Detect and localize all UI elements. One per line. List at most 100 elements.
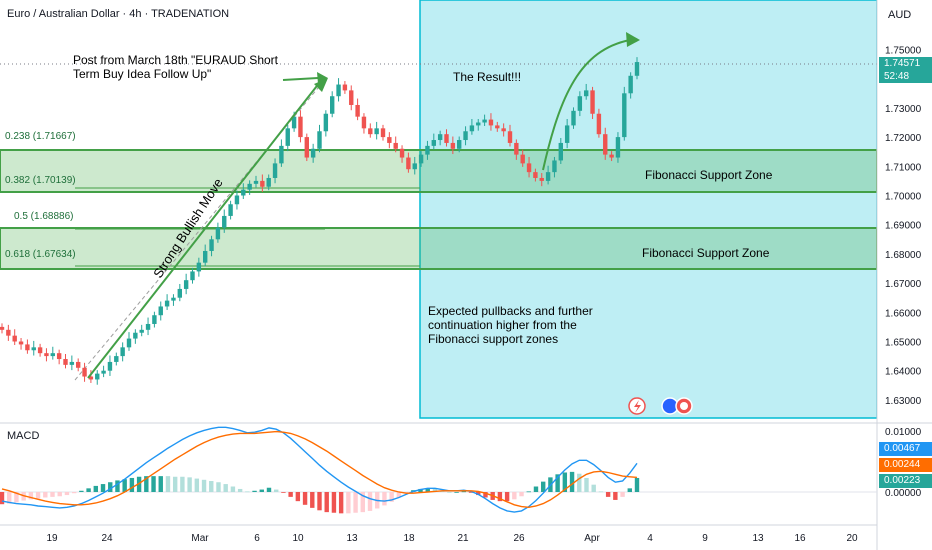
fib-label-0618: 0.618 (1.67634) [5, 249, 76, 260]
macd-tick-label: 0.00000 [885, 488, 922, 499]
candle-body [463, 131, 468, 141]
candle-body [101, 370, 106, 374]
last-price-tag: 1.74571 52:48 [879, 57, 932, 83]
time-axis[interactable]: 19 24 Mar 6 10 13 18 21 26 Apr 4 9 13 16 20 [46, 533, 858, 544]
histogram-bar [151, 476, 156, 492]
price-tick-label: 1.66000 [885, 308, 922, 319]
candle-body [520, 154, 525, 164]
signal-tag: 0.00244 [879, 458, 932, 472]
histogram-bar [317, 492, 322, 511]
macd-line [1, 426, 638, 513]
histogram-bar [454, 492, 459, 493]
candle-body [482, 119, 487, 123]
events-icon[interactable] [661, 397, 693, 415]
candle-body [145, 323, 151, 330]
macd-tick-label: 0.01000 [885, 427, 922, 438]
histogram-bar [353, 492, 358, 513]
candle-body [291, 116, 297, 129]
result-arrow-head [626, 32, 640, 47]
histogram-bar [613, 492, 618, 500]
fib-label-0238: 0.238 (1.71667) [5, 131, 76, 142]
price-tick-label: 1.70000 [885, 192, 922, 203]
candle-body [260, 180, 265, 187]
candle-body [387, 137, 392, 143]
histogram-bar [274, 489, 279, 492]
histogram-bar [382, 492, 387, 506]
histogram-bar [468, 492, 474, 493]
candle-body [584, 90, 589, 97]
histogram-bar [367, 492, 373, 511]
candle-body [558, 142, 563, 161]
candle-body [526, 163, 532, 173]
time-tick-label: Apr [584, 533, 600, 544]
expected-note: Expected pullbacks and further continuat… [428, 304, 593, 346]
candle-body [450, 142, 456, 149]
candle-body [114, 356, 119, 362]
candle-body [253, 180, 259, 184]
histogram-bar [476, 492, 481, 496]
histogram-bar [540, 481, 546, 492]
candle-body [539, 177, 544, 181]
candle-body [183, 280, 189, 289]
time-tick-label: 6 [254, 533, 260, 544]
candle-body [272, 163, 278, 178]
time-tick-label: 20 [846, 533, 858, 544]
candle-body [349, 90, 354, 105]
candle-body [164, 300, 170, 307]
flash-icon[interactable] [628, 397, 646, 415]
candle-body [203, 250, 208, 263]
result-label: The Result!!! [453, 70, 522, 84]
candle-body [399, 148, 405, 158]
candle-body [393, 142, 398, 149]
candle-body [31, 347, 36, 351]
price-tick-label: 1.71000 [885, 162, 922, 173]
histogram-bar [266, 487, 272, 492]
histogram-bar [533, 486, 539, 492]
histogram-bar [396, 492, 402, 498]
candle-body [615, 137, 621, 158]
candle-body [507, 131, 513, 143]
histogram-bar [461, 491, 467, 493]
histogram-bar [28, 492, 34, 500]
histogram-bar [237, 488, 243, 492]
candle-body [342, 84, 348, 91]
histogram-bar [295, 492, 301, 502]
candle-body [317, 131, 322, 149]
candle-body [222, 215, 227, 228]
candle-body [0, 326, 5, 330]
candle-body [76, 361, 81, 368]
candle-body [139, 329, 144, 333]
prior-arrow-head [317, 72, 328, 84]
countdown-value: 52:48 [884, 71, 910, 82]
candle-body [330, 96, 335, 114]
histogram-bar [519, 492, 524, 497]
currency-label: AUD [888, 9, 912, 21]
candle-body [628, 75, 633, 94]
candle-body [190, 271, 195, 281]
histogram-bar [569, 471, 575, 492]
histogram-bar [129, 477, 135, 492]
histogram-bar [281, 492, 286, 493]
histogram-bar [598, 491, 604, 493]
candle-body [247, 183, 252, 190]
time-tick-label: 18 [403, 533, 415, 544]
histogram-bar [483, 492, 488, 498]
candle-body [69, 361, 75, 365]
time-tick-label: 16 [794, 533, 806, 544]
histogram-bar [288, 492, 293, 497]
candle-body [412, 163, 417, 170]
candle-body [209, 239, 214, 251]
price-tick-label: 1.68000 [885, 250, 922, 261]
chart-title: Euro / Australian Dollar · 4h · TRADENAT… [7, 8, 230, 20]
zone-label-lower: Fibonacci Support Zone [642, 246, 770, 260]
histogram-bar [389, 492, 394, 502]
histogram-bar [331, 492, 337, 513]
candle-body [596, 113, 602, 135]
candle-body [304, 137, 309, 158]
histogram-bar [252, 490, 257, 492]
candle-body [514, 142, 519, 155]
candle-body [133, 332, 138, 339]
candle-body [279, 145, 284, 164]
histogram-tag: 0.00223 [879, 474, 932, 488]
